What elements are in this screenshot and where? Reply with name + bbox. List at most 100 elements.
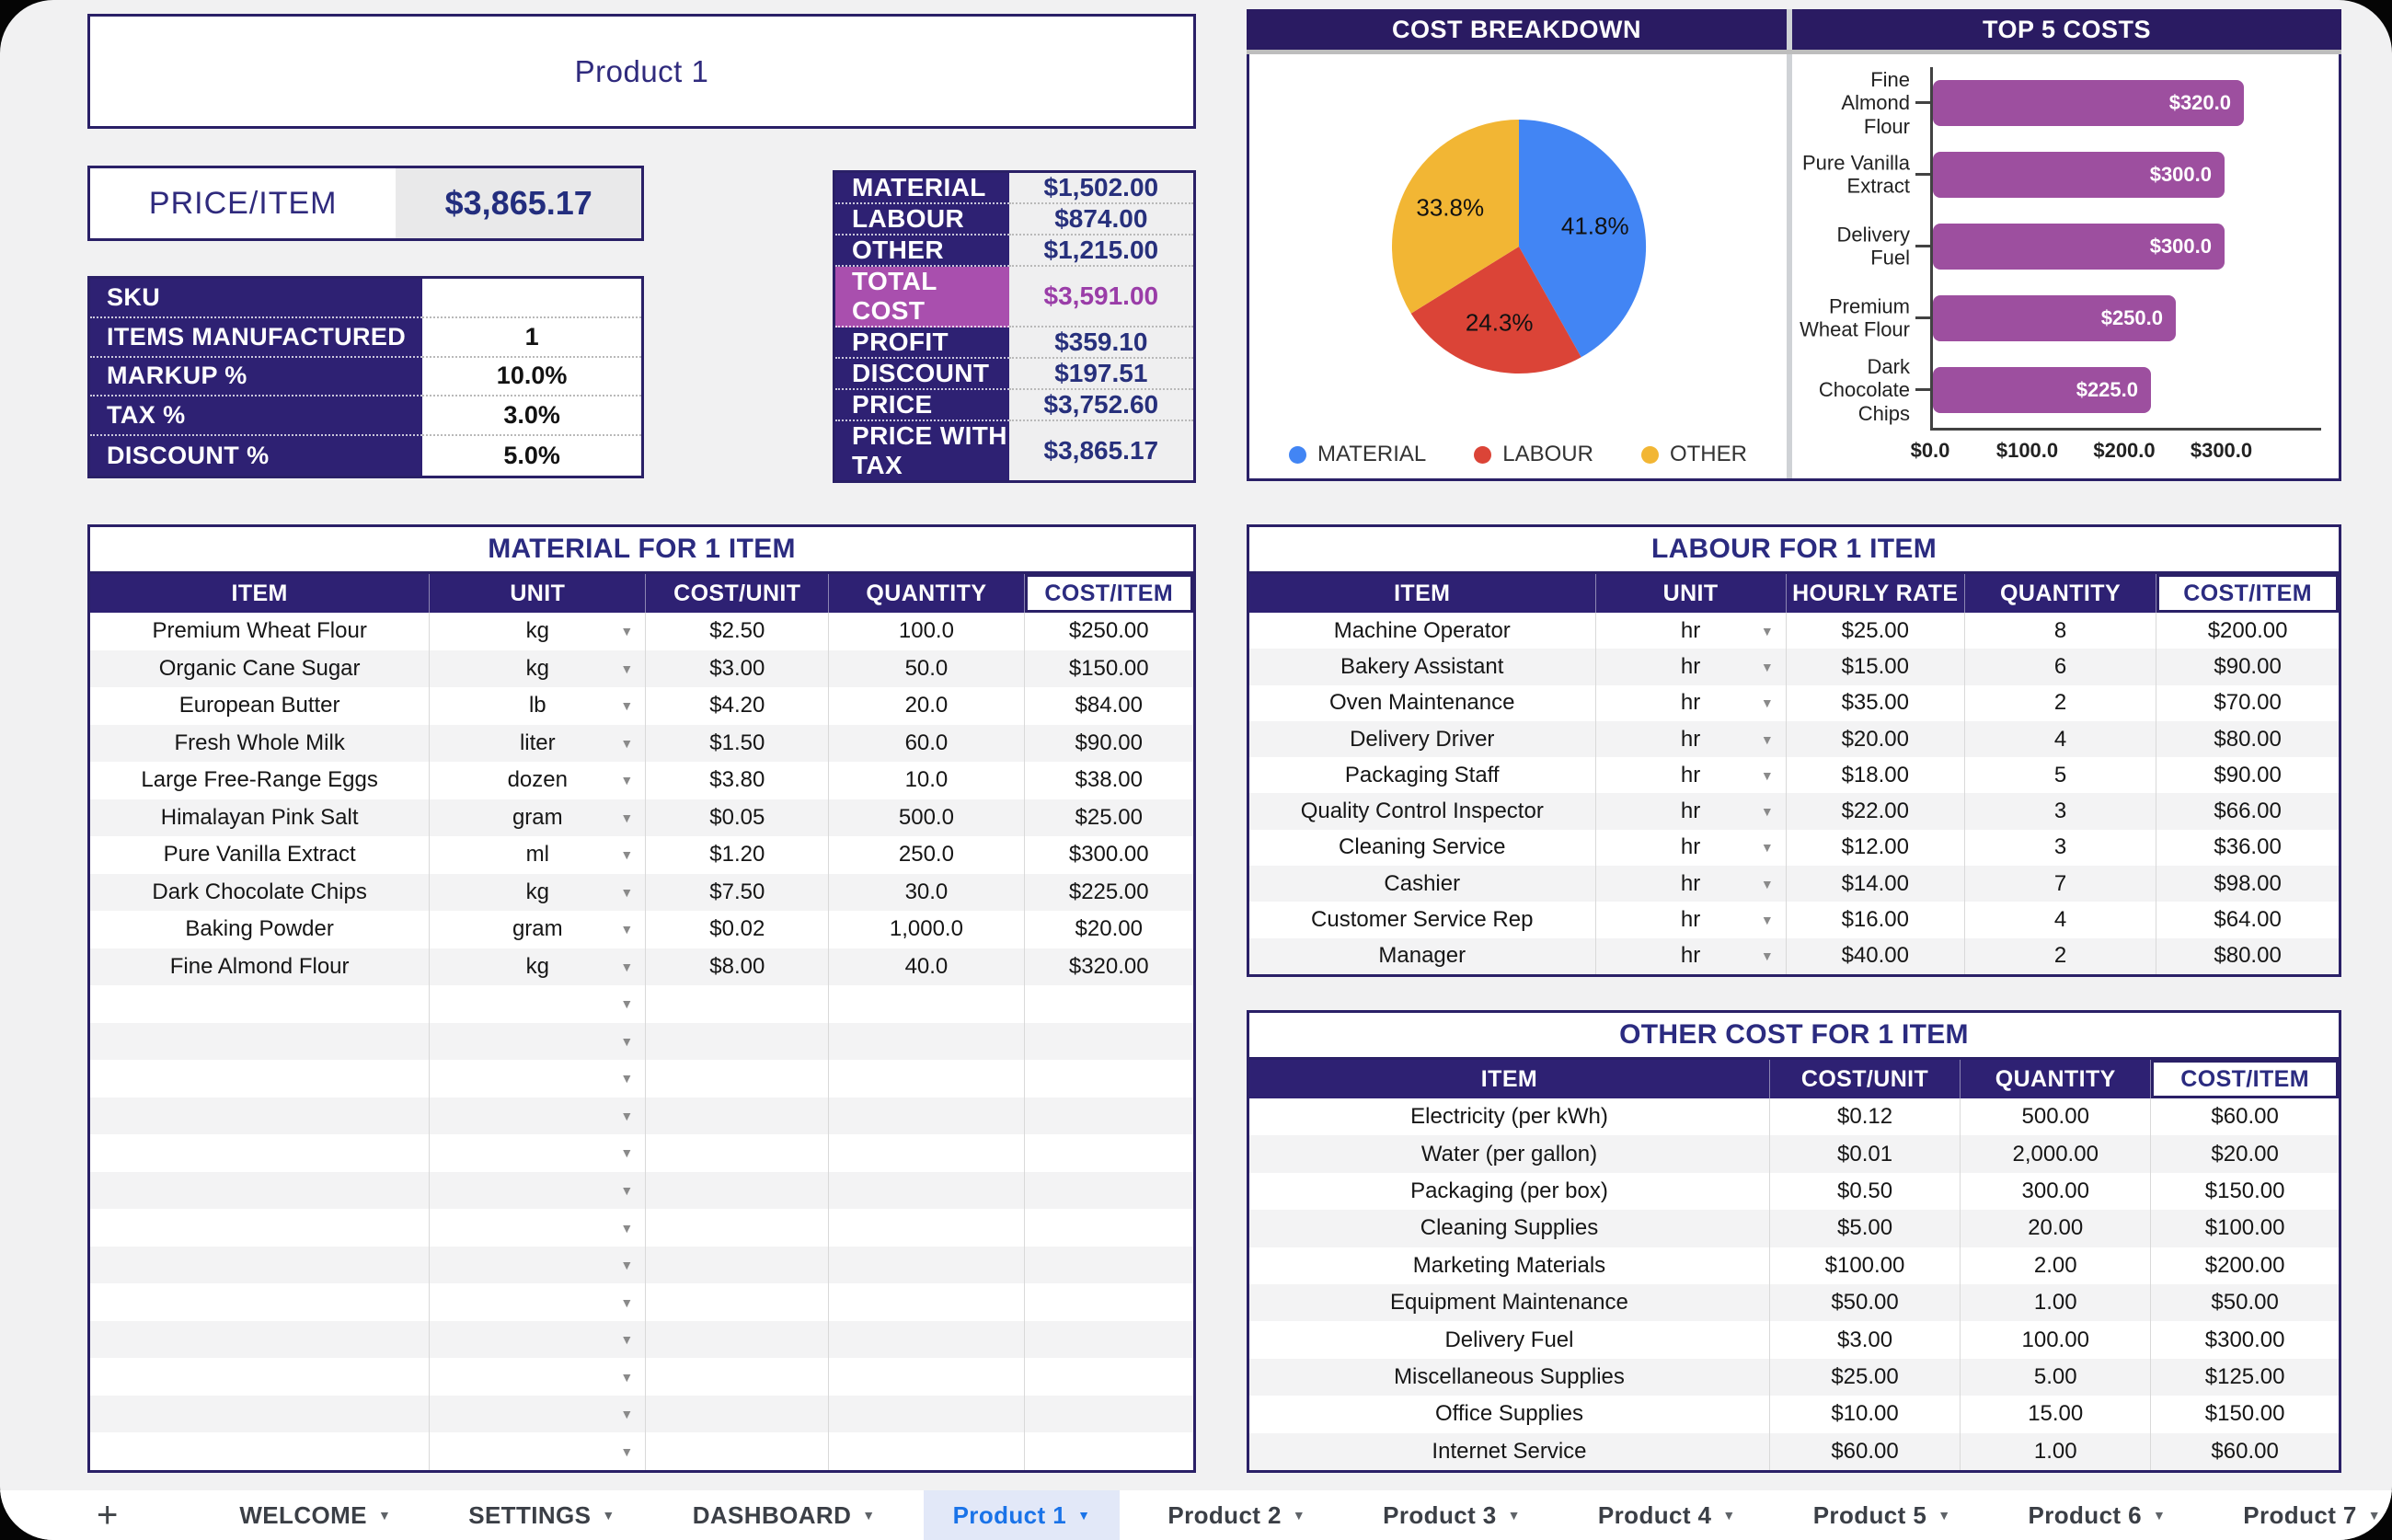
summary-row-value[interactable]: $3,752.60: [1008, 390, 1193, 421]
tab-product-4[interactable]: Product 4 ▼: [1569, 1490, 1765, 1540]
tab-dashboard[interactable]: DASHBOARD ▼: [663, 1490, 905, 1540]
table-cell[interactable]: hr ▼: [1596, 757, 1787, 794]
tab-product-2[interactable]: Product 2 ▼: [1138, 1490, 1335, 1540]
sku-row-value[interactable]: 5.0%: [422, 436, 641, 476]
sku-row-value[interactable]: 3.0%: [422, 396, 641, 437]
table-cell[interactable]: hr ▼: [1596, 649, 1787, 685]
sku-row-value[interactable]: 10.0%: [422, 357, 641, 397]
chevron-down-icon[interactable]: ▼: [862, 1508, 876, 1523]
chevron-down-icon[interactable]: ▼: [620, 624, 634, 639]
summary-row-value[interactable]: $3,865.17: [1008, 421, 1193, 480]
table-cell[interactable]: ▼: [430, 1283, 647, 1321]
chevron-down-icon[interactable]: ▼: [620, 1407, 634, 1422]
chevron-down-icon[interactable]: ▼: [620, 922, 634, 937]
table-cell[interactable]: ▼: [430, 1320, 647, 1359]
chevron-down-icon[interactable]: ▼: [620, 1145, 634, 1161]
chevron-down-icon[interactable]: ▼: [620, 847, 634, 863]
tab-product-7[interactable]: Product 7 ▼: [2214, 1490, 2392, 1540]
table-cell[interactable]: kg ▼: [430, 948, 647, 986]
table-cell[interactable]: gram ▼: [430, 799, 647, 837]
chevron-down-icon[interactable]: ▼: [1760, 876, 1774, 891]
table-cell[interactable]: ▼: [430, 1209, 647, 1247]
chevron-down-icon[interactable]: ▼: [620, 698, 634, 714]
chevron-down-icon[interactable]: ▼: [620, 884, 634, 900]
tab-welcome[interactable]: WELCOME ▼: [210, 1490, 420, 1540]
summary-row-value[interactable]: $874.00: [1008, 204, 1193, 236]
tab-product-6[interactable]: Product 6 ▼: [1998, 1490, 2195, 1540]
chevron-down-icon[interactable]: ▼: [620, 1182, 634, 1198]
chevron-down-icon[interactable]: ▼: [620, 1108, 634, 1123]
tab-product-3[interactable]: Product 3 ▼: [1353, 1490, 1550, 1540]
table-cell[interactable]: ▼: [430, 1358, 647, 1396]
table-cell[interactable]: hr ▼: [1596, 613, 1787, 649]
chevron-down-icon[interactable]: ▼: [620, 996, 634, 1012]
table-cell[interactable]: ▼: [430, 1246, 647, 1284]
sku-row-value[interactable]: [422, 279, 641, 318]
table-cell[interactable]: ▼: [430, 1097, 647, 1135]
chevron-down-icon[interactable]: ▼: [1760, 840, 1774, 856]
chevron-down-icon[interactable]: ▼: [620, 773, 634, 788]
chevron-down-icon[interactable]: ▼: [620, 1071, 634, 1086]
table-cell[interactable]: hr ▼: [1596, 902, 1787, 938]
chevron-down-icon[interactable]: ▼: [620, 1033, 634, 1049]
chevron-down-icon[interactable]: ▼: [620, 735, 634, 751]
table-cell[interactable]: hr ▼: [1596, 793, 1787, 830]
table-cell[interactable]: kg ▼: [430, 613, 647, 650]
chevron-down-icon[interactable]: ▼: [1938, 1508, 1951, 1523]
table-cell[interactable]: hr ▼: [1596, 829, 1787, 867]
table-cell[interactable]: lb ▼: [430, 687, 647, 725]
chevron-down-icon[interactable]: ▼: [620, 661, 634, 676]
chevron-down-icon[interactable]: ▼: [1722, 1508, 1736, 1523]
add-sheet-icon[interactable]: +: [97, 1495, 119, 1535]
chevron-down-icon[interactable]: ▼: [1507, 1508, 1521, 1523]
tab-settings[interactable]: SETTINGS ▼: [439, 1490, 644, 1540]
tab-product-1[interactable]: Product 1 ▼: [923, 1490, 1121, 1540]
chevron-down-icon[interactable]: ▼: [2152, 1508, 2167, 1523]
chevron-down-icon[interactable]: ▼: [620, 1443, 634, 1459]
table-cell[interactable]: kg ▼: [430, 649, 647, 688]
chevron-down-icon[interactable]: ▼: [377, 1508, 392, 1523]
table-cell[interactable]: ml ▼: [430, 836, 647, 874]
chevron-down-icon[interactable]: ▼: [1760, 623, 1774, 638]
chevron-down-icon[interactable]: ▼: [620, 1332, 634, 1348]
chevron-down-icon[interactable]: ▼: [1760, 948, 1774, 964]
summary-row-value[interactable]: $1,502.00: [1008, 173, 1193, 204]
table-cell[interactable]: ▼: [430, 1022, 647, 1061]
table-cell[interactable]: ▼: [430, 1134, 647, 1172]
table-cell[interactable]: ▼: [430, 1060, 647, 1098]
chevron-down-icon[interactable]: ▼: [1760, 695, 1774, 711]
sku-row-value[interactable]: 1: [422, 317, 641, 358]
chevron-down-icon[interactable]: ▼: [602, 1508, 615, 1523]
chevron-down-icon[interactable]: ▼: [620, 1220, 634, 1235]
chevron-down-icon[interactable]: ▼: [1760, 767, 1774, 783]
table-cell[interactable]: liter ▼: [430, 724, 647, 763]
chevron-down-icon[interactable]: ▼: [620, 1258, 634, 1273]
chevron-down-icon[interactable]: ▼: [1760, 731, 1774, 747]
table-cell[interactable]: dozen ▼: [430, 762, 647, 799]
chevron-down-icon[interactable]: ▼: [1760, 804, 1774, 820]
table-cell[interactable]: hr ▼: [1596, 684, 1787, 721]
table-cell[interactable]: kg ▼: [430, 873, 647, 912]
summary-row-value[interactable]: $1,215.00: [1008, 236, 1193, 267]
chevron-down-icon[interactable]: ▼: [620, 959, 634, 974]
table-cell[interactable]: hr ▼: [1596, 720, 1787, 758]
chevron-down-icon[interactable]: ▼: [2367, 1508, 2382, 1523]
table-cell[interactable]: ▼: [430, 1432, 647, 1470]
table-cell[interactable]: gram ▼: [430, 911, 647, 948]
summary-row-value[interactable]: $359.10: [1008, 328, 1193, 359]
table-cell[interactable]: ▼: [430, 985, 647, 1023]
chevron-down-icon[interactable]: ▼: [1760, 659, 1774, 674]
chevron-down-icon[interactable]: ▼: [1292, 1508, 1306, 1523]
table-cell[interactable]: hr ▼: [1596, 866, 1787, 902]
chevron-down-icon[interactable]: ▼: [1760, 913, 1774, 928]
chevron-down-icon[interactable]: ▼: [1077, 1508, 1091, 1523]
chevron-down-icon[interactable]: ▼: [620, 810, 634, 825]
table-cell[interactable]: hr ▼: [1596, 937, 1787, 974]
summary-row-value[interactable]: $3,591.00: [1008, 267, 1193, 328]
tab-product-5[interactable]: Product 5 ▼: [1784, 1490, 1981, 1540]
table-cell[interactable]: ▼: [430, 1171, 647, 1210]
table-cell[interactable]: ▼: [430, 1395, 647, 1433]
summary-row-value[interactable]: $197.51: [1008, 359, 1193, 390]
chevron-down-icon[interactable]: ▼: [620, 1294, 634, 1310]
chevron-down-icon[interactable]: ▼: [620, 1369, 634, 1385]
